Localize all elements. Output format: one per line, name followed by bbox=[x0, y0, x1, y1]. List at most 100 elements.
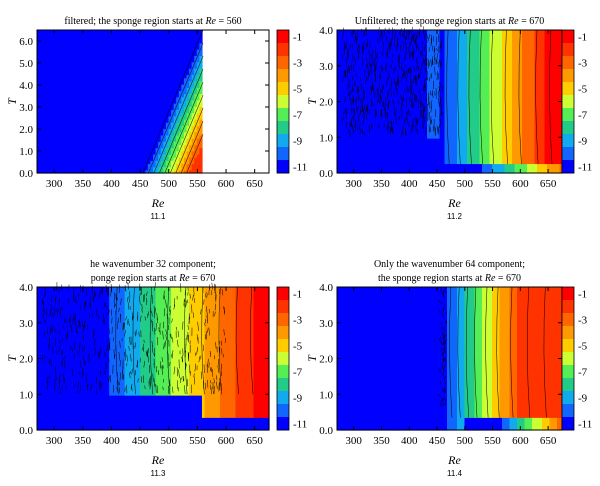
field-cell bbox=[111, 30, 115, 34]
field-cell bbox=[75, 109, 79, 114]
field-cell bbox=[78, 109, 82, 114]
field-cell bbox=[127, 71, 131, 76]
field-cell bbox=[142, 68, 146, 72]
field-cell bbox=[91, 30, 95, 34]
field-cell bbox=[124, 166, 128, 171]
field-cell bbox=[101, 138, 105, 142]
field-cell bbox=[49, 90, 54, 95]
field-cell bbox=[119, 118, 123, 123]
field-cell bbox=[91, 61, 95, 66]
field-cell bbox=[140, 153, 144, 158]
field-cell bbox=[67, 115, 72, 120]
field-cell bbox=[75, 61, 79, 66]
field-cell bbox=[116, 169, 121, 174]
field-cell bbox=[129, 39, 133, 44]
field-cell bbox=[42, 131, 46, 136]
field-cell bbox=[55, 64, 59, 69]
field-cell bbox=[85, 166, 90, 171]
field-cell bbox=[88, 99, 92, 104]
field-cell bbox=[78, 87, 82, 91]
field-cell bbox=[78, 30, 82, 34]
field-cell bbox=[140, 42, 144, 47]
colorbar-swatch bbox=[277, 56, 289, 70]
field-cell bbox=[52, 80, 56, 85]
field-cell bbox=[55, 118, 59, 123]
field-cell bbox=[67, 58, 72, 63]
field-cell bbox=[62, 106, 66, 111]
field-cell bbox=[104, 39, 108, 44]
field-cell bbox=[83, 118, 87, 123]
field-cell bbox=[116, 122, 121, 126]
field-cell bbox=[101, 125, 105, 130]
field-cell bbox=[114, 42, 118, 47]
field-cell bbox=[127, 39, 131, 44]
field-cell bbox=[75, 90, 79, 95]
field-cell bbox=[98, 103, 103, 107]
field-cell bbox=[65, 106, 69, 111]
field-cell bbox=[83, 33, 87, 37]
field-cell bbox=[116, 33, 121, 37]
field-cell bbox=[127, 87, 131, 91]
field-cell bbox=[142, 153, 146, 158]
field-cell bbox=[57, 118, 61, 123]
field-cell bbox=[134, 49, 139, 53]
field-cell bbox=[62, 99, 66, 104]
field-cell bbox=[134, 112, 139, 117]
field-cell bbox=[116, 163, 121, 168]
field-cell bbox=[114, 58, 118, 63]
field-cell bbox=[134, 147, 139, 152]
field-cell bbox=[37, 118, 41, 123]
field-cell bbox=[42, 77, 46, 82]
field-cell bbox=[52, 77, 56, 82]
field-cell bbox=[106, 52, 110, 57]
field-cell bbox=[142, 55, 146, 60]
field-cell bbox=[140, 134, 144, 139]
field-cell bbox=[98, 87, 103, 91]
field-cell bbox=[67, 147, 72, 152]
field-cell bbox=[67, 128, 72, 133]
field-cell bbox=[37, 109, 41, 114]
colorbar-swatch bbox=[277, 69, 289, 83]
field-cell bbox=[67, 93, 72, 98]
field-cell bbox=[137, 55, 141, 60]
field-cell bbox=[122, 128, 126, 133]
field-cell bbox=[134, 166, 139, 171]
field-cell bbox=[101, 42, 105, 47]
field-cell bbox=[49, 93, 54, 98]
colorbar-tick-label: -1 bbox=[293, 32, 302, 44]
field-cell bbox=[88, 122, 92, 126]
field-cell bbox=[124, 157, 128, 161]
field-cell bbox=[88, 118, 92, 123]
field-cell bbox=[73, 160, 77, 165]
field-cell bbox=[67, 125, 72, 130]
field-cell bbox=[106, 36, 110, 41]
field-cell bbox=[73, 80, 77, 85]
field-cell bbox=[114, 52, 118, 57]
field-cell bbox=[67, 87, 72, 91]
field-cell bbox=[37, 64, 41, 69]
field-cell bbox=[70, 90, 74, 95]
field-cell bbox=[119, 39, 123, 44]
field-cell bbox=[116, 68, 121, 72]
field-cell bbox=[65, 42, 69, 47]
field-cell bbox=[44, 80, 48, 85]
field-cell bbox=[91, 49, 95, 53]
field-cell bbox=[39, 96, 43, 101]
field-cell bbox=[44, 153, 48, 158]
field-cell bbox=[116, 106, 121, 111]
field-cell bbox=[134, 90, 139, 95]
field-cell bbox=[85, 163, 90, 168]
field-cell bbox=[116, 77, 121, 82]
field-cell bbox=[85, 141, 90, 145]
field-cell bbox=[129, 147, 133, 152]
field-cell bbox=[83, 153, 87, 158]
field-cell bbox=[70, 147, 74, 152]
field-cell bbox=[55, 71, 59, 76]
field-cell bbox=[129, 103, 133, 107]
field-cell bbox=[101, 99, 105, 104]
field-cell bbox=[129, 109, 133, 114]
field-cell bbox=[52, 90, 56, 95]
field-cell bbox=[39, 153, 43, 158]
field-cell bbox=[37, 106, 41, 111]
field-cell bbox=[91, 144, 95, 149]
